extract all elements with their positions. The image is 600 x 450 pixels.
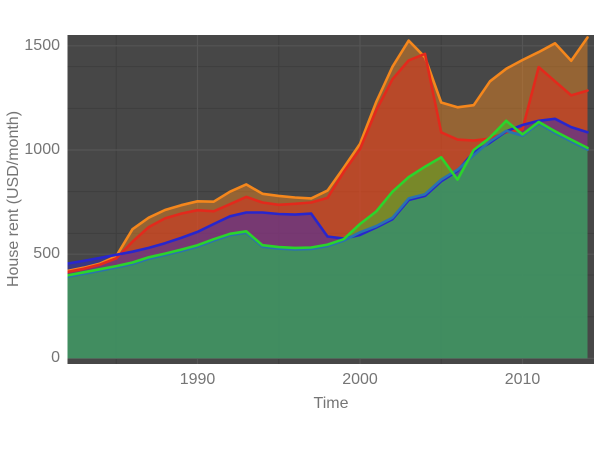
x-axis-title: Time <box>313 395 349 412</box>
orange-line <box>67 36 589 273</box>
steelblue-line-fill <box>67 123 588 359</box>
steelblue-line <box>67 122 589 279</box>
panel-background <box>67 35 594 364</box>
green-line <box>67 119 589 277</box>
x-tick-label: 1990 <box>179 371 216 388</box>
y-tick-label: 1500 <box>24 36 60 54</box>
y-tick-label: 500 <box>33 245 60 263</box>
x-tick-label: 2010 <box>504 371 541 388</box>
x-tick-label: 2000 <box>342 371 378 388</box>
y-tick-label: 1000 <box>24 141 60 158</box>
red-line-fill <box>67 53 588 359</box>
y-tick-label: 0 <box>51 349 60 367</box>
